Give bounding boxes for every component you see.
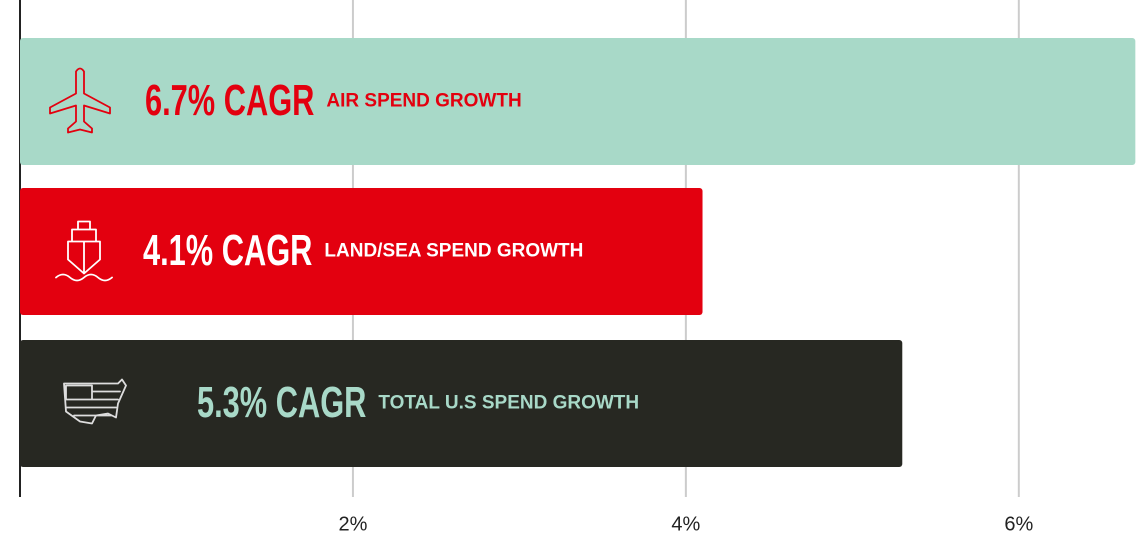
value-label: 6.7% CAGR <box>145 77 314 126</box>
value-label: 5.3% CAGR <box>197 379 366 428</box>
bar <box>20 188 703 315</box>
bar <box>20 38 1136 165</box>
x-tick-label: 2% <box>338 513 367 535</box>
value-label: 4.1% CAGR <box>143 227 312 276</box>
category-label: TOTAL U.S SPEND GROWTH <box>378 393 639 414</box>
icon <box>49 67 111 134</box>
bar <box>20 340 903 467</box>
x-tick-label: 4% <box>671 513 700 535</box>
category-label: LAND/SEA SPEND GROWTH <box>324 241 583 262</box>
x-tick-label: 6% <box>1004 513 1033 535</box>
icon <box>55 220 113 282</box>
category-label: AIR SPEND GROWTH <box>326 91 521 112</box>
icon <box>63 378 127 425</box>
